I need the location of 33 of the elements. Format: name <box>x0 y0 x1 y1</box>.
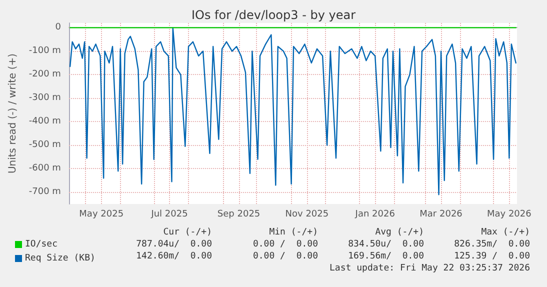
x-tick-label: Nov 2025 <box>285 210 329 220</box>
text: 169.56m/ 0.00 <box>348 252 424 262</box>
text: Min (-/+) <box>269 228 318 238</box>
text: 142.60m/ 0.00 <box>136 252 212 262</box>
legend-label: Req Size (KB) <box>25 254 96 264</box>
y-tick-label: -200 m <box>28 70 61 80</box>
y-tick-label: -500 m <box>28 140 61 150</box>
text: Last update: Fri May 22 03:25:37 2026 <box>330 264 530 274</box>
chart-title: IOs for /dev/loop3 - by year <box>191 8 356 22</box>
x-tick-label: Mar 2026 <box>420 210 463 220</box>
y-tick-label: -600 m <box>28 164 61 174</box>
y-tick-label: -300 m <box>28 93 61 104</box>
y-tick-label: -400 m <box>28 116 61 127</box>
y-axis-title: Units read (-) / write (+) <box>8 53 18 174</box>
text: 834.50u/ 0.00 <box>348 240 424 250</box>
legend-label: IO/sec <box>25 240 58 250</box>
text: 787.04u/ 0.00 <box>136 240 212 250</box>
text: Cur (-/+) <box>163 228 212 238</box>
text: Avg (-/+) <box>375 228 424 238</box>
y-tick-label: -100 m <box>28 46 61 56</box>
x-tick-label: Jul 2025 <box>150 210 188 220</box>
line-series <box>69 27 516 196</box>
x-tick-label: May 2025 <box>79 210 124 220</box>
text: 125.39 / 0.00 <box>454 252 530 262</box>
text: 0.00 / 0.00 <box>252 252 318 262</box>
x-tick-label: Jan 2026 <box>354 210 396 220</box>
x-tick-label: Sep 2025 <box>217 210 260 220</box>
x-tick-label: May 2026 <box>486 210 532 220</box>
y-tick-label: -700 m <box>28 187 61 198</box>
y-tick-label: 0 <box>55 22 62 33</box>
text: 0.00 / 0.00 <box>252 240 318 250</box>
text: 826.35m/ 0.00 <box>454 240 530 250</box>
text: Max (-/+) <box>481 228 530 238</box>
